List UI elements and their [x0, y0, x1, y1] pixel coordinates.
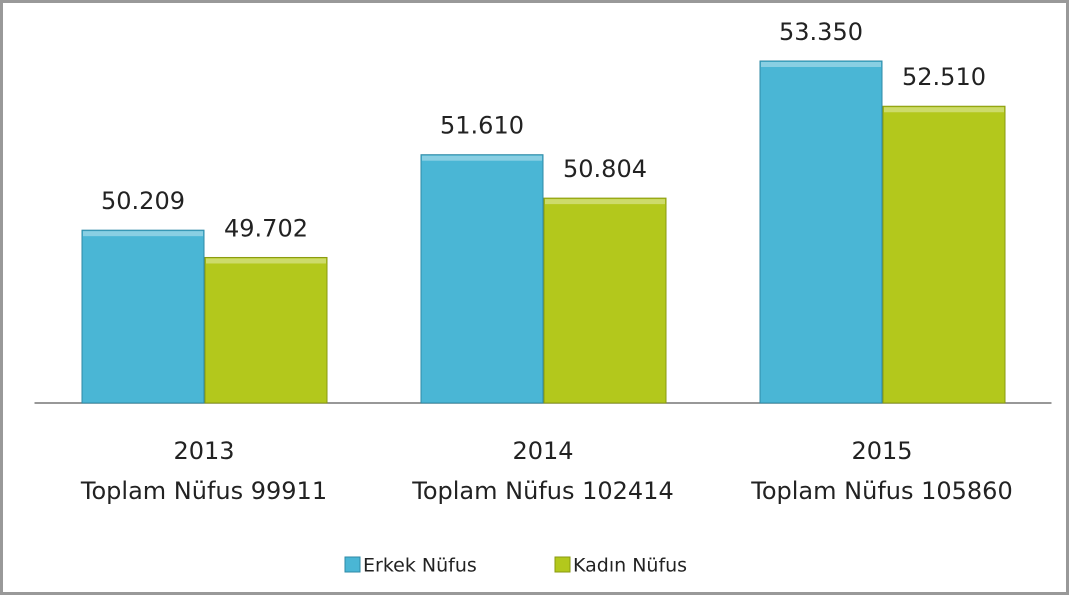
bar — [420, 154, 544, 404]
value-label: 51.610 — [440, 112, 524, 140]
bar — [81, 229, 205, 404]
bar-highlight — [206, 258, 326, 264]
bar-highlight — [884, 107, 1004, 113]
legend-label: Erkek Nüfus — [363, 555, 477, 577]
value-label: 49.702 — [224, 214, 308, 242]
x-tick-label: 2013 — [173, 437, 234, 465]
bar-highlight — [83, 231, 203, 237]
legend-swatch — [344, 556, 361, 573]
legend-label: Kadın Nüfus — [573, 555, 687, 577]
x-tick-label: Toplam Nüfus 102414 — [411, 477, 673, 505]
x-tick-label: 2015 — [851, 437, 912, 465]
bar-highlight — [422, 155, 542, 161]
bar — [759, 60, 883, 404]
bar — [543, 197, 667, 404]
bar-highlight — [761, 62, 881, 68]
value-label: 53.350 — [779, 18, 863, 46]
x-tick-label: Toplam Nüfus 105860 — [750, 477, 1012, 505]
value-label: 52.510 — [902, 63, 986, 91]
bar — [882, 105, 1006, 404]
value-label: 50.804 — [563, 155, 647, 183]
bar-highlight — [545, 199, 665, 205]
bar — [204, 256, 328, 404]
value-label: 50.209 — [101, 187, 185, 215]
legend-swatch — [554, 556, 571, 573]
x-tick-label: 2014 — [512, 437, 573, 465]
x-tick-label: Toplam Nüfus 99911 — [80, 477, 327, 505]
